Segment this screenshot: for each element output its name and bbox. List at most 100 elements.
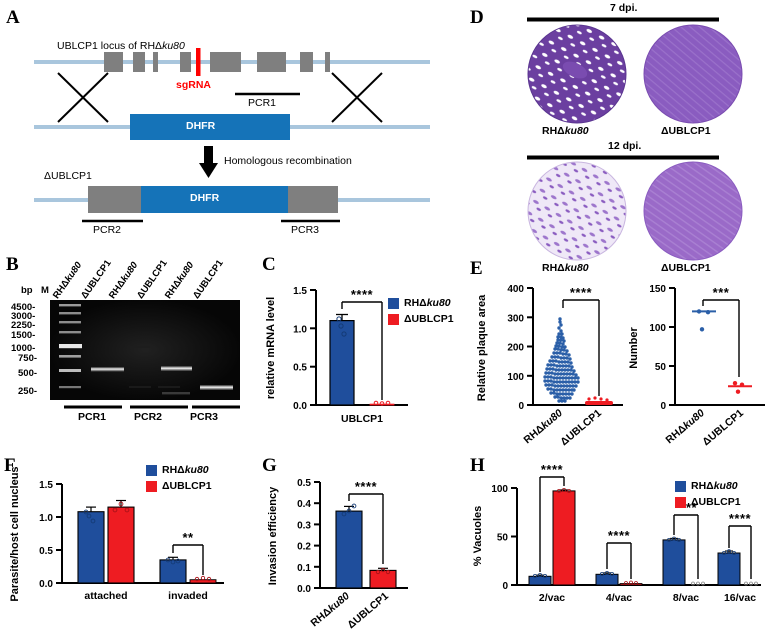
- gel-band-pcr1-wt: [91, 367, 124, 372]
- gel-ladder-lane: [59, 304, 82, 389]
- pcr-group-bars: [64, 405, 240, 409]
- panel-c: C 0.0 0.5 1.0 1.5 relative mRNA level: [258, 252, 463, 452]
- f-xcat-invaded: invaded: [168, 590, 208, 602]
- e-left-chart: 0 100 200 300 400 Relative plaque area: [476, 284, 623, 448]
- c-errorbar-wt: [336, 313, 348, 321]
- c-legend-item-ko: ΔUBLCP1: [388, 313, 454, 325]
- h-legend-item-wt: RHΔku80: [675, 480, 738, 492]
- panel-f-chart: 0.0 0.5 1.0 1.5 Parasite/host cell nucle…: [9, 466, 224, 602]
- h-bar-2vac-ko: [552, 490, 576, 586]
- ladder-750: 750-: [18, 353, 38, 364]
- panel-d: D 7 dpi. RHΔku80: [465, 0, 784, 274]
- e-left-stars: ****: [570, 285, 593, 300]
- dhfr-box-bottom: [141, 186, 290, 213]
- panel-f: F 0.0 0.5 1.0 1.5 Parasite/host cell nuc…: [0, 452, 258, 632]
- e-right-points-ko: [732, 381, 745, 394]
- d-label-12dpi-wt: RHΔku80: [542, 262, 589, 274]
- panel-e-charts: 0 100 200 300 400 Relative plaque area: [476, 284, 765, 448]
- h-bar-2vac-wt: [528, 575, 552, 586]
- h-legend-item-ko: ΔUBLCP1: [675, 496, 741, 508]
- ladder-1000: 1000-: [11, 343, 36, 354]
- f-sig-bracket: [172, 544, 204, 575]
- e-right-points-wt: [696, 309, 711, 332]
- h-legend-label-wt: RHΔku80: [691, 480, 738, 492]
- legend-swatch-blue: [388, 297, 399, 309]
- d-well-7dpi-ko: [643, 24, 743, 124]
- h-points-16vac-ko: [744, 581, 758, 586]
- legend-swatch-blue: [675, 480, 686, 492]
- h-xcat-4vac: 4/vac: [606, 592, 632, 604]
- f-points-attached-wt: [83, 509, 96, 524]
- svg-text:0.5: 0.5: [297, 478, 311, 489]
- d-time-7dpi: 7 dpi.: [610, 2, 638, 14]
- pcr-group-2: PCR2: [134, 411, 163, 423]
- lane-label-6: ΔUBLCP1: [190, 257, 226, 301]
- c-ytick-1: 0.5: [293, 363, 307, 374]
- f-bar-invaded-ko: [189, 579, 217, 584]
- h-bar-8vac-wt: [662, 539, 686, 586]
- svg-text:150: 150: [649, 284, 666, 295]
- svg-text:0.0: 0.0: [39, 579, 53, 590]
- f-points-invaded-ko: [194, 575, 212, 582]
- h-ylabel: % Vacuoles: [472, 506, 484, 567]
- pcr1-label: PCR1: [248, 97, 277, 109]
- c-ylabel: relative mRNA level: [265, 297, 277, 399]
- marker-header: M: [41, 285, 49, 296]
- f-legend-label-ko: ΔUBLCP1: [162, 480, 212, 492]
- e-right-xcat-ko: ΔUBLCP1: [700, 407, 746, 448]
- g-points-ko: [375, 567, 391, 575]
- g-stars: ****: [355, 479, 378, 494]
- svg-text:0.3: 0.3: [297, 520, 311, 531]
- f-ylabel: Parasite/host cell nucleus: [9, 466, 21, 601]
- h-sig-bracket-8vac: [673, 514, 699, 579]
- h-stars-16vac: ****: [729, 511, 752, 526]
- panel-c-chart: 0.0 0.5 1.0 1.5 relative mRNA level ****…: [265, 286, 408, 425]
- c-legend-label-wt: RHΔku80: [404, 297, 451, 309]
- knockout-locus-label: ΔUBLCP1: [44, 170, 92, 182]
- f-legend-label-wt: RHΔku80: [162, 464, 209, 476]
- gel-image: [50, 300, 240, 400]
- svg-text:0: 0: [518, 401, 524, 412]
- e-right-sig-bracket: [702, 299, 740, 377]
- h-points-8vac-ko: [691, 581, 705, 586]
- g-ylabel: Invasion efficiency: [267, 486, 279, 585]
- sgrna-label: sgRNA: [176, 79, 212, 91]
- d-label-7dpi-ko: ΔUBLCP1: [661, 125, 711, 137]
- h-sig-bracket-2vac: [539, 476, 565, 572]
- recombination-cross-right: [331, 72, 383, 123]
- svg-text:0.5: 0.5: [39, 546, 53, 557]
- dhfr-label-top: DHFR: [186, 120, 216, 132]
- e-left-xcat-ko: ΔUBLCP1: [558, 407, 604, 448]
- e-left-sig-bracket: [562, 299, 600, 396]
- c-sig-bracket: [341, 301, 383, 400]
- d-label-7dpi-wt: RHΔku80: [542, 125, 589, 137]
- pcr-group-1: PCR1: [78, 411, 107, 423]
- ladder-500: 500-: [18, 368, 38, 379]
- pcr2-label: PCR2: [93, 224, 122, 236]
- panel-h-label: H: [470, 455, 485, 476]
- e-left-ylabel: Relative plaque area: [476, 294, 488, 401]
- c-ytick-3: 1.5: [293, 286, 307, 297]
- h-stars-2vac: ****: [541, 462, 564, 477]
- g-points-wt: [341, 503, 357, 517]
- panel-b-label: B: [6, 254, 19, 275]
- svg-text:0: 0: [502, 581, 508, 592]
- svg-text:100: 100: [507, 372, 524, 383]
- g-bar-ko: [369, 569, 397, 589]
- ladder-1500: 1500-: [11, 330, 36, 341]
- e-left-points-ko: [585, 396, 613, 405]
- svg-text:0: 0: [660, 401, 666, 412]
- svg-text:0.0: 0.0: [297, 584, 311, 595]
- e-right-stars: ***: [713, 285, 730, 300]
- sgrna-marker: [196, 48, 201, 76]
- c-legend-item-wt: RHΔku80: [388, 297, 451, 309]
- homology-arm-left: [88, 186, 143, 213]
- dhfr-label-bottom: DHFR: [190, 192, 220, 204]
- panel-b: B RHΔku80 ΔUBLCP1 RHΔku80 ΔUBLCP1 RHΔku8…: [0, 252, 258, 452]
- recombination-arrow: [199, 146, 218, 178]
- g-bar-wt: [335, 510, 363, 589]
- d-well-12dpi-wt: [527, 161, 627, 261]
- d-rule-bottom: [527, 155, 719, 160]
- panel-a-diagram: [34, 48, 430, 223]
- h-xcat-8vac: 8/vac: [673, 592, 699, 604]
